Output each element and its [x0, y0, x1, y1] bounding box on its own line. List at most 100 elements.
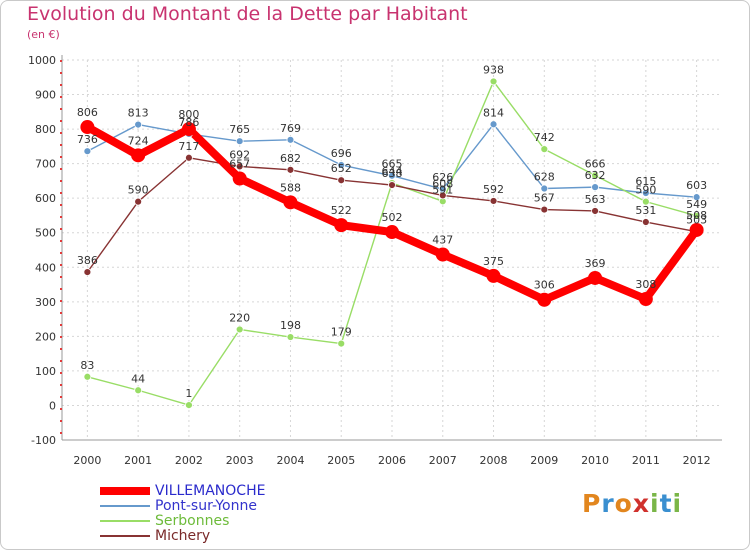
- point-villemanoche: [232, 171, 247, 186]
- logo-letter: i: [650, 489, 660, 518]
- point-serbonnes: [489, 77, 498, 86]
- point-pont-sur-yonne: [337, 161, 346, 169]
- point-pont-sur-yonne: [692, 193, 701, 202]
- data-label-villemanoche: 806: [77, 106, 98, 119]
- data-label-serbonnes: 591: [432, 183, 453, 196]
- point-michery: [641, 218, 650, 226]
- logo-letter: x: [632, 489, 650, 518]
- data-label-michery: 531: [635, 204, 656, 217]
- point-michery: [337, 176, 346, 185]
- point-michery: [83, 268, 92, 277]
- data-label-villemanoche: 522: [331, 204, 352, 217]
- point-serbonnes: [591, 171, 599, 180]
- x-tick-label: 2008: [480, 454, 508, 467]
- point-michery: [540, 205, 549, 214]
- data-label-pont-sur-yonne: 665: [382, 158, 403, 171]
- legend-item-villemanoche: VILLEMANOCHE: [100, 483, 340, 499]
- legend-label: Michery: [155, 528, 211, 544]
- data-label-serbonnes: 1: [185, 387, 192, 400]
- x-tick-label: 2005: [327, 454, 355, 467]
- point-serbonnes: [83, 372, 92, 381]
- point-pont-sur-yonne: [286, 135, 295, 144]
- data-label-michery: 386: [77, 254, 98, 267]
- data-label-pont-sur-yonne: 814: [483, 106, 504, 119]
- y-tick-label: 1000: [28, 54, 56, 67]
- legend-swatch: [100, 535, 150, 537]
- legend-item-serbonnes: Serbonnes: [100, 513, 340, 529]
- data-label-villemanoche: 724: [128, 134, 149, 147]
- data-label-michery: 682: [280, 152, 301, 165]
- y-tick-label: 500: [35, 227, 56, 240]
- data-label-villemanoche: 306: [534, 279, 555, 292]
- point-pont-sur-yonne: [641, 189, 650, 197]
- logo-letter: r: [601, 489, 615, 518]
- point-pont-sur-yonne: [540, 184, 549, 193]
- data-label-villemanoche: 437: [432, 233, 453, 246]
- point-pont-sur-yonne: [591, 183, 599, 192]
- data-label-pont-sur-yonne: 786: [178, 116, 199, 129]
- data-label-villemanoche: 800: [178, 108, 199, 121]
- data-label-villemanoche: 369: [585, 257, 606, 270]
- data-label-serbonnes: 666: [585, 157, 606, 170]
- data-label-villemanoche: 508: [686, 209, 707, 222]
- point-pont-sur-yonne: [489, 120, 498, 129]
- legend-label: Pont-sur-Yonne: [155, 498, 257, 514]
- point-villemanoche: [435, 247, 450, 262]
- data-label-michery: 590: [128, 184, 149, 197]
- legend-label: VILLEMANOCHE: [155, 483, 266, 499]
- point-villemanoche: [385, 225, 399, 240]
- y-tick-label: 200: [35, 330, 56, 343]
- point-serbonnes: [641, 197, 650, 206]
- chart-title: Evolution du Montant de la Dette par Hab…: [27, 3, 468, 25]
- y-tick-label: 100: [35, 365, 56, 378]
- data-label-serbonnes: 220: [229, 311, 250, 324]
- legend-swatch: [100, 505, 150, 507]
- legend-item-pont-sur-yonne: Pont-sur-Yonne: [100, 498, 340, 514]
- data-label-pont-sur-yonne: 615: [635, 175, 656, 188]
- legend-swatch: [100, 487, 150, 495]
- x-tick-label: 2010: [581, 454, 609, 467]
- logo-letter: t: [659, 489, 673, 518]
- y-tick-label: -100: [31, 434, 56, 447]
- data-label-michery: 567: [534, 192, 555, 205]
- data-label-villemanoche: 375: [483, 255, 504, 268]
- point-villemanoche: [689, 222, 704, 237]
- logo-letter: o: [614, 489, 633, 518]
- point-michery: [438, 191, 447, 200]
- x-tick-label: 2007: [429, 454, 457, 467]
- point-pont-sur-yonne: [134, 120, 143, 129]
- point-michery: [235, 162, 244, 171]
- point-serbonnes: [185, 401, 193, 410]
- y-tick-label: 800: [35, 123, 56, 136]
- x-tick-label: 2004: [276, 454, 304, 467]
- data-label-pont-sur-yonne: 626: [432, 171, 453, 184]
- data-label-michery: 608: [432, 177, 453, 190]
- data-label-pont-sur-yonne: 628: [534, 171, 555, 184]
- data-label-serbonnes: 179: [331, 326, 352, 339]
- point-serbonnes: [337, 339, 346, 348]
- legend: VILLEMANOCHE Pont-sur-Yonne Serbonnes Miche…: [100, 483, 340, 544]
- data-label-serbonnes: 198: [280, 319, 301, 332]
- data-label-villemanoche: 308: [635, 278, 656, 291]
- data-label-pont-sur-yonne: 696: [331, 147, 352, 160]
- data-label-villemanoche: 588: [280, 181, 301, 194]
- data-label-serbonnes: 549: [686, 198, 707, 211]
- point-michery: [134, 197, 143, 206]
- data-label-serbonnes: 742: [534, 131, 555, 144]
- data-label-michery: 692: [229, 148, 250, 161]
- point-villemanoche: [486, 268, 501, 283]
- point-villemanoche: [638, 292, 653, 307]
- data-label-serbonnes: 44: [131, 372, 145, 385]
- point-serbonnes: [235, 325, 244, 334]
- y-tick-label: 600: [35, 192, 56, 205]
- data-label-pont-sur-yonne: 632: [585, 169, 606, 182]
- x-tick-label: 2009: [530, 454, 558, 467]
- point-serbonnes: [540, 145, 549, 154]
- point-villemanoche: [283, 195, 298, 210]
- point-villemanoche: [131, 148, 146, 163]
- data-label-pont-sur-yonne: 736: [77, 133, 98, 146]
- logo-letter: P: [582, 489, 602, 518]
- legend-swatch: [100, 520, 150, 522]
- legend-label: Serbonnes: [155, 513, 230, 529]
